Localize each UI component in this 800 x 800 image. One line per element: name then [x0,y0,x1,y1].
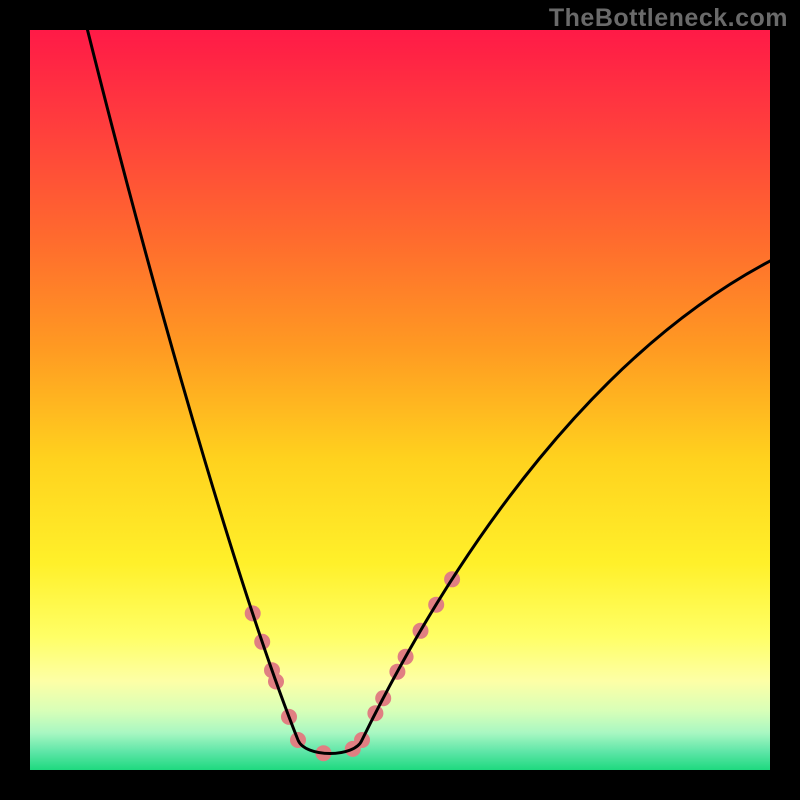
bottleneck-chart [0,0,800,800]
chart-root: TheBottleneck.com [0,0,800,800]
watermark-text: TheBottleneck.com [549,4,788,33]
